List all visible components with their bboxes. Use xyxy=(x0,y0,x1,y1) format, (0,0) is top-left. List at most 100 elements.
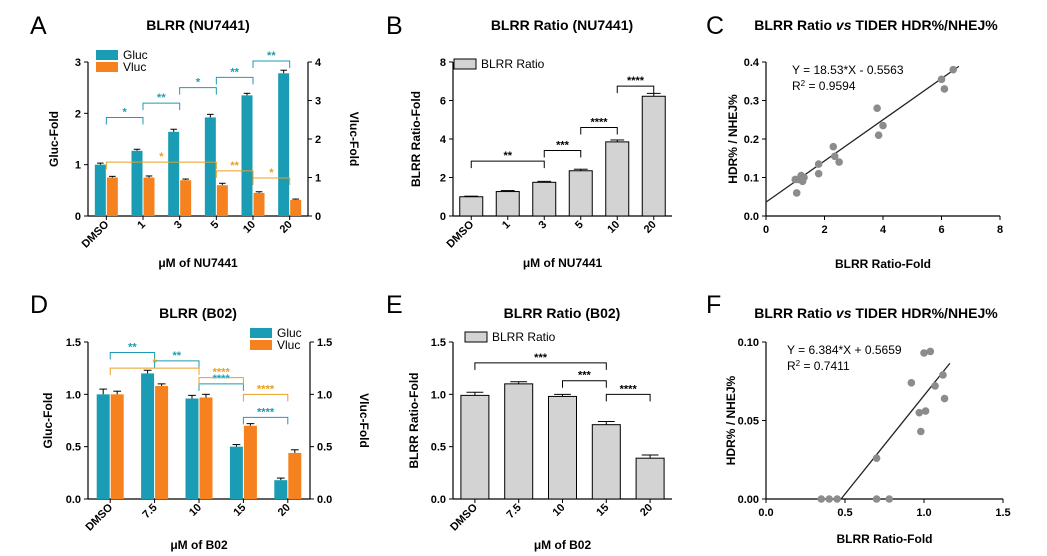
x-tick-label: 8 xyxy=(997,224,1003,236)
significance-bracket xyxy=(242,393,289,402)
significance-label: **** xyxy=(257,383,275,395)
y-tick-label: 2 xyxy=(440,173,446,185)
scatter-point xyxy=(937,75,946,84)
y-axis-label: Gluc-Fold xyxy=(41,393,55,449)
y-tick-label: 0.3 xyxy=(744,96,759,108)
x-tick-label: DMSO xyxy=(448,501,480,533)
y2-tick-label: 4 xyxy=(315,57,322,69)
significance-bracket xyxy=(105,116,144,125)
bar-blrr-ratio xyxy=(532,181,557,217)
legend-label: Gluc xyxy=(277,326,302,340)
significance-label: ** xyxy=(157,92,166,104)
bar-blrr-ratio xyxy=(504,383,534,500)
legend-swatch xyxy=(464,331,488,343)
x-tick-label: 6 xyxy=(938,224,944,236)
scatter-point xyxy=(814,169,823,178)
y-tick-label: 0.5 xyxy=(431,442,446,454)
significance-label: **** xyxy=(627,75,645,87)
scatter-point xyxy=(939,371,947,379)
r-squared-value: = 0.9594 xyxy=(805,79,856,93)
significance-bracket xyxy=(562,380,607,388)
significance-bracket xyxy=(198,377,244,385)
scatter-point xyxy=(917,427,925,436)
bar-gluc xyxy=(96,394,110,499)
significance-label: ** xyxy=(267,50,276,62)
significance-bracket xyxy=(616,85,655,94)
x-tick-label: 20 xyxy=(278,219,295,236)
panel-label-f: F xyxy=(706,291,721,319)
y2-tick-label: 3 xyxy=(315,96,321,108)
bar-vluc xyxy=(110,394,124,499)
y-tick-label: 0.0 xyxy=(431,494,446,506)
chart-title: BLRR Ratio vs TIDER HDR%/NHEJ% xyxy=(754,305,998,321)
significance-bracket xyxy=(215,76,254,85)
y-tick-label: 4 xyxy=(440,134,447,146)
bar-gluc xyxy=(278,73,290,216)
x-tick-label: 15 xyxy=(231,502,248,519)
bar-vluc xyxy=(288,452,302,499)
x-tick-label: 1 xyxy=(500,219,513,232)
x-tick-label: 0.0 xyxy=(758,507,773,519)
significance-bracket xyxy=(252,60,291,68)
significance-label: *** xyxy=(556,140,570,152)
y-axis-label: BLRR Ratio-Fold xyxy=(407,373,421,469)
r-squared: R2 = 0.9594 xyxy=(792,79,856,94)
r-squared-exponent: 2 xyxy=(796,359,801,368)
x-tick-label: 20 xyxy=(276,502,293,519)
x-tick-label: 1 xyxy=(135,219,148,232)
significance-label: ** xyxy=(230,160,239,172)
significance-label: * xyxy=(123,106,128,118)
panel-e-chart: BLRR Ratio (B02) 0.0 0.5 1.0 1.5 DMSO 7.5 10 15 2… xyxy=(407,305,672,552)
r-squared: R2 = 0.7411 xyxy=(787,359,850,374)
significance-label: *** xyxy=(578,370,592,382)
chart-title: BLRR Ratio (B02) xyxy=(504,305,621,321)
x-tick-label: DMSO xyxy=(84,501,116,533)
significance-label: *** xyxy=(534,352,548,364)
significance-label: ** xyxy=(230,66,239,78)
bar-vluc xyxy=(199,397,213,499)
bar-gluc xyxy=(229,446,243,499)
x-tick-label: 7.5 xyxy=(505,502,524,521)
legend-swatch xyxy=(250,340,272,350)
x-axis-label: BLRR Ratio-Fold xyxy=(835,257,931,271)
y-axis-label: HDR% / NHEJ% xyxy=(724,376,738,466)
legend-label: BLRR Ratio xyxy=(481,57,545,71)
x-tick-label: 10 xyxy=(241,219,258,236)
bar-vluc xyxy=(253,192,265,216)
legend-label: Vluc xyxy=(123,60,146,74)
significance-label: * xyxy=(196,77,201,89)
y-tick-label: 0.00 xyxy=(738,494,759,506)
y-axis-label: BLRR Ratio-Fold xyxy=(409,91,423,187)
x-tick-label: 2 xyxy=(821,224,827,236)
significance-label: **** xyxy=(620,383,638,395)
x-tick-label: 5 xyxy=(573,219,586,232)
significance-label: **** xyxy=(213,367,231,379)
chart-title-part: BLRR Ratio xyxy=(754,305,836,321)
bar-vluc xyxy=(155,385,169,499)
significance-label: ** xyxy=(128,341,137,353)
scatter-point xyxy=(885,495,894,503)
significance-bracket xyxy=(109,367,200,376)
bar-blrr-ratio xyxy=(548,395,577,500)
y-tick-label: 6 xyxy=(440,96,446,108)
chart-title-part: vs xyxy=(836,305,852,321)
bar-gluc xyxy=(141,373,155,499)
significance-label: * xyxy=(159,151,164,163)
y-tick-label: 2 xyxy=(75,108,81,120)
x-tick-label: 0 xyxy=(763,224,769,236)
scatter-point xyxy=(872,454,881,462)
x-axis-label: μM of NU7441 xyxy=(158,256,238,270)
y-tick-label: 8 xyxy=(440,57,446,69)
scatter-point xyxy=(874,131,883,139)
bar-gluc xyxy=(241,95,253,216)
scatter-point xyxy=(920,349,928,357)
y2-tick-label: 0.0 xyxy=(317,494,332,506)
scatter-point xyxy=(835,158,843,166)
bar-blrr-ratio xyxy=(459,196,484,217)
panel-label-e: E xyxy=(386,291,403,319)
scatter-point xyxy=(949,65,957,74)
y2-tick-label: 0.5 xyxy=(317,442,332,454)
scatter-point xyxy=(879,121,887,130)
